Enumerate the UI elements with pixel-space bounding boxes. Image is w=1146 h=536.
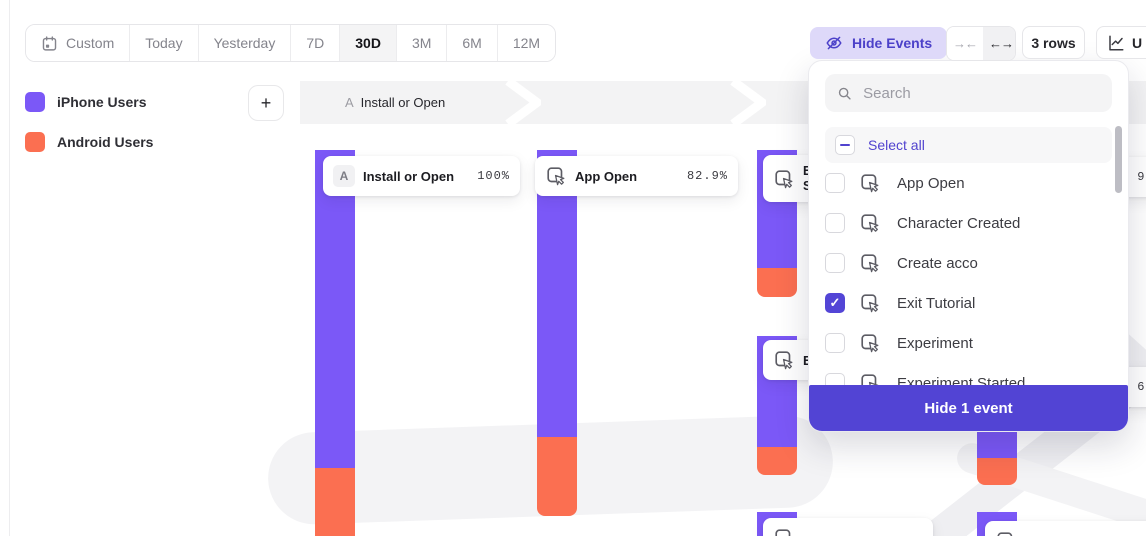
date-range-yesterday[interactable]: Yesterday [197,25,291,61]
date-range-12m[interactable]: 12M [496,25,556,61]
rows-button[interactable]: 3 rows [1022,26,1085,59]
date-range-7d[interactable]: 7D [290,25,340,61]
event-search[interactable] [825,74,1112,112]
search-icon [838,87,851,100]
step-card-partial[interactable] [763,518,933,536]
calendar-icon [42,35,57,51]
event-checkbox[interactable] [825,173,845,193]
collapse-expand-toggle: →← ←→ [946,26,1016,61]
hide-events-dropdown: Select all App Open Character Created Cr… [808,60,1129,432]
funnel-bar-segment [757,268,797,297]
date-range-3m[interactable]: 3M [395,25,447,61]
date-range-6m[interactable]: 6M [446,25,497,61]
date-range-today[interactable]: Today [129,25,198,61]
event-item-experiment[interactable]: Experiment [809,323,1128,363]
expand-columns-button[interactable]: ←→ [983,27,1015,60]
funnel-bar-segment [315,150,355,468]
step-card-install-or-open[interactable]: A Install or Open 100% [323,156,520,196]
event-item-character-created[interactable]: Character Created [809,203,1128,243]
event-item-create-acco[interactable]: Create acco [809,243,1128,283]
select-all-row[interactable]: Select all [825,127,1112,163]
date-range-30d[interactable]: 30D [339,25,396,61]
android-swatch [25,132,45,152]
legend-item-iphone: iPhone Users [25,92,153,112]
click-event-icon [861,254,879,273]
eye-off-icon [826,36,842,50]
step-card-partial[interactable] [985,521,1146,536]
event-checkbox[interactable] [825,213,845,233]
date-range-label: Custom [66,35,115,51]
click-event-icon [775,169,793,188]
hide-events-button[interactable]: Hide Events [810,27,948,59]
pane-divider [9,0,10,536]
event-checkbox[interactable] [825,253,845,273]
click-event-icon [861,174,879,193]
date-range-selector: Custom Today Yesterday 7D 30D 3M 6M 12M [25,24,557,62]
arrows-inward-icon: →← [953,36,978,51]
click-event-icon [861,294,879,313]
event-item-app-open[interactable]: App Open [809,163,1128,203]
arrows-outward-icon: ←→ [989,36,1014,51]
search-input[interactable] [861,83,1100,103]
conversion-pct: 100% [477,169,510,183]
chart-icon [1109,35,1124,50]
legend: iPhone Users Android Users [25,92,153,172]
funnel-bar-segment [757,447,797,475]
click-event-icon [775,351,793,370]
chevron-right-icon [505,81,541,124]
step-card-app-open[interactable]: App Open 82.9% [535,156,738,196]
funnel-bar-segment [537,150,577,437]
click-event-icon [861,334,879,353]
funnel-bar-segment [537,437,577,516]
letter-a-icon: A [333,165,355,187]
legend-item-android: Android Users [25,132,153,152]
event-list: App Open Character Created Create acco E… [809,163,1128,403]
click-event-icon [547,167,565,186]
click-event-icon [861,214,879,233]
conversion-pct: 6.7% [1137,380,1146,394]
iphone-swatch [25,92,45,112]
chevron-right-icon [730,81,766,124]
metric-button[interactable]: U [1096,26,1146,59]
scrollbar-thumb[interactable] [1115,126,1122,193]
step-letter: A [345,95,354,110]
click-event-icon [775,529,791,536]
collapse-columns-button[interactable]: →← [947,27,983,60]
event-checkbox[interactable] [825,333,845,353]
select-all-checkbox[interactable] [835,135,855,155]
hide-selected-events-button[interactable]: Hide 1 event [809,385,1128,431]
event-checkbox[interactable] [825,293,845,313]
event-item-exit-tutorial[interactable]: Exit Tutorial [809,283,1128,323]
funnel-bar-segment [977,458,1017,485]
conversion-pct: 82.9% [686,169,728,183]
conversion-pct: 9.7% [1137,170,1146,184]
click-event-icon [997,532,1013,536]
funnel-bar-segment [315,468,355,536]
date-range-custom[interactable]: Custom [26,25,130,61]
funnel-step-header[interactable]: A Install or Open [345,95,446,110]
add-step-button[interactable]: + [248,85,284,121]
